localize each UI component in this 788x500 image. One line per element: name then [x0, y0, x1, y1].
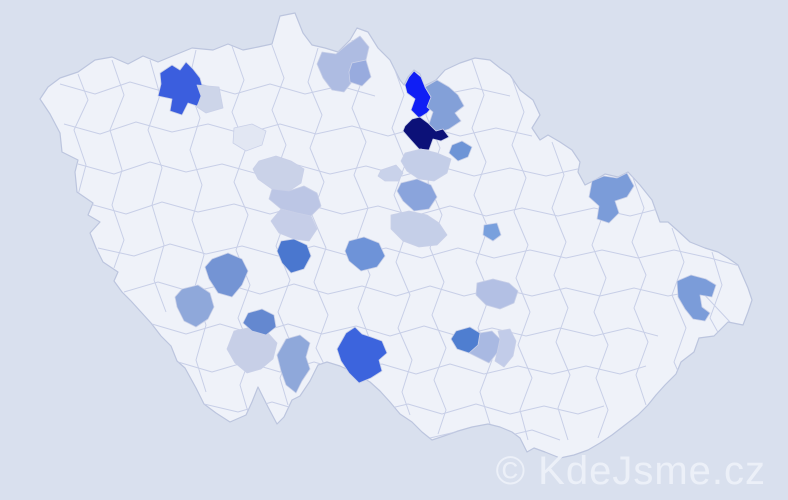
district-border-line [187, 49, 207, 393]
district-border-line [709, 251, 723, 337]
district-border-line [151, 323, 659, 337]
country-shape [39, 12, 753, 459]
district-15[interactable] [377, 164, 404, 182]
district-20[interactable] [588, 172, 635, 224]
district-border-line [63, 121, 533, 137]
district-04[interactable] [348, 59, 372, 87]
district-27[interactable] [276, 334, 311, 394]
district-border-line [671, 227, 687, 386]
district-13[interactable] [276, 238, 312, 274]
district-11[interactable] [268, 185, 322, 217]
district-border-line [551, 141, 571, 441]
district-14[interactable] [344, 236, 386, 272]
district-border-line [147, 59, 167, 313]
district-18[interactable] [390, 210, 448, 248]
district-border-line [631, 174, 649, 406]
highlighted-districts [157, 35, 717, 394]
district-12[interactable] [270, 208, 318, 242]
district-border-line [425, 81, 447, 435]
district-09[interactable] [232, 123, 267, 152]
district-02[interactable] [196, 84, 224, 114]
district-06[interactable] [424, 79, 465, 134]
district-border-line [203, 401, 605, 415]
district-border-line [109, 59, 125, 269]
watermark-text: © KdeJsme.cz [495, 449, 766, 493]
district-25[interactable] [450, 326, 481, 354]
country-outline [39, 12, 753, 459]
district-border-line [77, 161, 583, 177]
district-07[interactable] [402, 116, 450, 151]
district-border-line [391, 61, 413, 416]
district-30[interactable] [204, 252, 249, 298]
district-border-line [471, 59, 493, 425]
district-19[interactable] [482, 222, 502, 242]
district-26[interactable] [336, 326, 388, 384]
district-border-line [97, 243, 741, 267]
district-31[interactable] [242, 308, 277, 336]
district-29[interactable] [174, 284, 215, 328]
district-border-line [89, 201, 663, 217]
district-21[interactable] [676, 274, 717, 322]
district-16[interactable] [400, 148, 452, 182]
district-17[interactable] [396, 178, 438, 212]
district-22[interactable] [475, 278, 519, 310]
district-08[interactable] [448, 140, 473, 162]
district-10[interactable] [252, 155, 305, 192]
district-border-line [511, 77, 533, 441]
district-border-line [591, 179, 609, 439]
